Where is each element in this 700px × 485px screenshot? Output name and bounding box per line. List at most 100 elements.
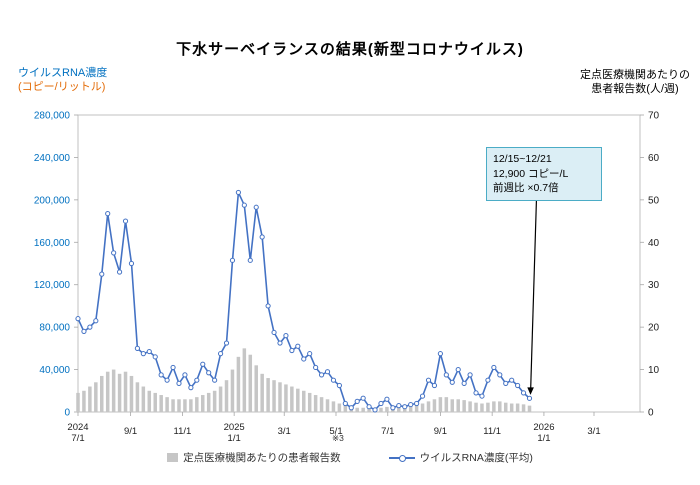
- legend-label-line: ウイルスRNA濃度(平均): [419, 452, 533, 464]
- line-marker: [520, 390, 527, 396]
- bar: [444, 397, 449, 412]
- line-marker: [164, 377, 170, 383]
- x-tick-label: 7/1: [71, 433, 84, 444]
- bar: [183, 399, 187, 412]
- bar: [248, 354, 253, 412]
- annotation-box: 12/15~12/21 12,900 コピー/L 前週比 ×0.7倍: [486, 147, 602, 202]
- bar: [201, 395, 205, 412]
- bar: [272, 380, 276, 412]
- bar: [474, 402, 478, 412]
- annotation-arrow: [530, 197, 538, 389]
- annotation-value: 12,900 コピー/L: [493, 167, 569, 180]
- legend-label-bars: 定点医療機関あたりの患者報告数: [183, 452, 341, 464]
- right-tick-label: 10: [648, 365, 660, 376]
- line-marker: [479, 393, 485, 399]
- bar: [212, 390, 217, 412]
- bar: [111, 369, 116, 412]
- line-marker: [265, 303, 271, 309]
- bar: [355, 407, 359, 412]
- bar: [420, 403, 425, 412]
- line-marker: [467, 372, 473, 378]
- page-title: 下水サーベイランスの結果(新型コロナウイルス): [176, 41, 524, 58]
- line-marker: [390, 405, 396, 411]
- bar: [236, 356, 241, 412]
- legend-item-line: ウイルスRNA濃度(平均): [388, 450, 533, 465]
- line-marker: [146, 348, 152, 355]
- line-marker: [295, 343, 301, 349]
- line-marker: [170, 364, 176, 371]
- x-tick-label: 9/1: [124, 426, 137, 437]
- line-marker: [283, 333, 289, 339]
- x-tick-label: 11/1: [173, 426, 191, 437]
- bar: [361, 407, 365, 412]
- line-marker: [366, 404, 372, 410]
- line-marker: [271, 329, 277, 336]
- line-marker: [206, 370, 212, 376]
- bar: [414, 404, 419, 412]
- right-axis-title-line1: 定点医療機関あたりの: [580, 69, 690, 81]
- line-marker: [378, 400, 384, 407]
- line-marker: [425, 377, 432, 383]
- line-marker: [318, 372, 325, 378]
- bar: [224, 380, 229, 412]
- bar: [218, 386, 223, 412]
- bar: [88, 386, 92, 412]
- line-marker: [212, 377, 218, 383]
- line-marker: [473, 390, 479, 396]
- bar: [408, 405, 413, 412]
- right-tick-label: 0: [648, 408, 654, 419]
- line-marker-swatch-icon: [388, 453, 415, 462]
- bar: [438, 397, 443, 412]
- right-tick-label: 30: [648, 280, 660, 291]
- annotation-arrowhead: [527, 387, 534, 395]
- left-tick-label: 280,000: [34, 111, 71, 122]
- bar: [313, 395, 318, 412]
- bar: [94, 382, 98, 412]
- bar: [171, 399, 175, 412]
- bar: [367, 408, 371, 412]
- bar: [266, 378, 270, 412]
- line-marker: [455, 366, 461, 373]
- right-tick-label: 50: [648, 195, 660, 206]
- line-marker: [515, 382, 521, 389]
- line-marker: [217, 351, 224, 357]
- x-tick-label: 1/1: [228, 433, 241, 444]
- line-marker: [307, 351, 313, 357]
- bar: [515, 403, 520, 412]
- line-marker: [324, 369, 331, 375]
- x-tick-label: 1/1: [537, 433, 550, 444]
- bar: [254, 365, 258, 412]
- right-tick-label: 20: [648, 323, 660, 334]
- bar: [117, 373, 122, 412]
- bar-swatch-icon: [167, 453, 179, 462]
- footnote-ref: ※3: [332, 433, 344, 443]
- legend: 定点医療機関あたりの患者報告数 ウイルスRNA濃度(平均): [0, 450, 700, 465]
- line-marker: [431, 382, 438, 389]
- line-marker: [301, 356, 307, 362]
- line-marker: [229, 257, 236, 263]
- line-marker: [194, 377, 200, 383]
- bar: [260, 373, 264, 412]
- line-marker: [128, 260, 135, 267]
- line-marker: [93, 318, 99, 324]
- line-marker: [75, 316, 81, 322]
- line-marker: [437, 351, 443, 357]
- left-axis-title: ウイルスRNA濃度 (コピー/リットル): [18, 66, 107, 95]
- bar: [129, 375, 134, 412]
- legend-item-bars: 定点医療機関あたりの患者報告数: [167, 450, 341, 465]
- line-marker: [289, 347, 295, 354]
- line-marker: [81, 328, 87, 334]
- left-tick-label: 160,000: [34, 238, 71, 249]
- line-marker: [277, 340, 283, 346]
- line-marker: [342, 400, 348, 407]
- line-marker: [152, 354, 158, 360]
- bar: [105, 371, 110, 412]
- x-tick-year: 2026: [533, 422, 554, 433]
- line-marker: [241, 202, 247, 208]
- line-marker: [372, 407, 378, 413]
- plot-border: [77, 114, 641, 413]
- bar: [480, 403, 484, 412]
- right-axis-title: 定点医療機関あたりの 患者報告数(人/週): [580, 68, 690, 97]
